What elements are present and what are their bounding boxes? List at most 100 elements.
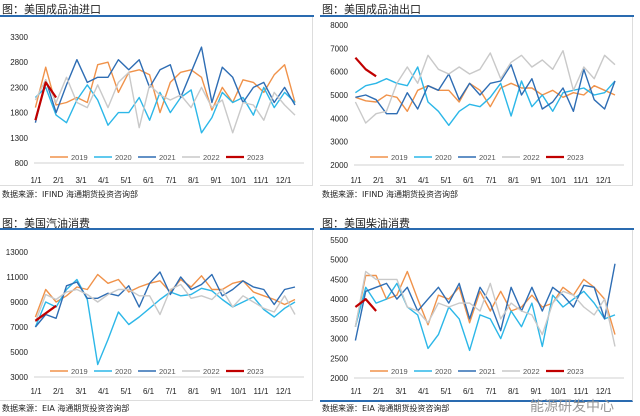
legend-label-2022: 2022 xyxy=(203,153,220,162)
x-tick-label: 12/1 xyxy=(596,176,612,185)
y-tick-label: 5000 xyxy=(10,348,28,357)
panel-imports: 图：美国成品油进口 800 1300 1800 2300 2800 3300 1/1 2/1 3… xyxy=(0,0,320,205)
legend-label-2020: 2020 xyxy=(435,153,452,162)
x-tick-label: 1/1 xyxy=(350,176,362,185)
series-line-2019 xyxy=(34,273,296,318)
title-rule xyxy=(320,228,634,230)
legend-label-2019: 2019 xyxy=(391,367,408,376)
series-line-2023 xyxy=(34,81,58,121)
series-line-2023 xyxy=(34,304,57,322)
y-tick-label: 2000 xyxy=(330,374,348,383)
series-line-2020 xyxy=(34,278,296,366)
y-tick-label: 5000 xyxy=(330,256,348,265)
x-tick-label: 10/1 xyxy=(231,176,247,185)
legend-label-2021: 2021 xyxy=(159,367,176,376)
series-line-2022 xyxy=(354,270,616,347)
series-line-2023 xyxy=(354,297,377,312)
legend-label-2019: 2019 xyxy=(391,153,408,162)
x-tick-label: 11/1 xyxy=(574,387,590,396)
x-tick-label: 8/1 xyxy=(188,176,200,185)
x-tick-label: 1/1 xyxy=(350,387,362,396)
legend-label-2020: 2020 xyxy=(115,153,132,162)
x-tick-label: 2/1 xyxy=(53,176,65,185)
legend-label-2020: 2020 xyxy=(435,367,452,376)
x-tick-label: 1/1 xyxy=(30,176,42,185)
x-tick-label: 2/1 xyxy=(53,387,65,396)
x-tick-label: 4/1 xyxy=(98,387,110,396)
x-tick-label: 3/1 xyxy=(75,387,87,396)
series-line-2021 xyxy=(355,63,616,115)
x-tick-label: 8/1 xyxy=(188,387,200,396)
legend-label-2021: 2021 xyxy=(479,367,496,376)
x-tick-label: 7/1 xyxy=(485,176,497,185)
x-tick-label: 1/1 xyxy=(30,387,42,396)
y-tick-label: 2800 xyxy=(10,58,28,67)
y-tick-label: 3000 xyxy=(330,335,348,344)
x-tick-label: 11/1 xyxy=(254,387,270,396)
x-tick-label: 5/1 xyxy=(440,176,452,185)
x-tick-label: 4/1 xyxy=(418,387,430,396)
y-tick-label: 7000 xyxy=(10,323,28,332)
series-line-2022 xyxy=(34,283,296,323)
legend-label-2023: 2023 xyxy=(567,367,584,376)
chart-exports: 2000 3000 4000 5000 6000 7000 8000 1/1 2/1 3/1 4/1… xyxy=(330,21,624,185)
panel-diesel: 图：美国柴油消费 2000 2500 3000 3500 4000 4500 5000 550… xyxy=(320,205,640,416)
x-tick-label: 12/1 xyxy=(276,387,292,396)
chart-title: 图：美国成品油出口 xyxy=(322,3,421,16)
chart-frame xyxy=(320,230,633,402)
y-tick-label: 5500 xyxy=(330,236,348,245)
x-tick-label: 10/1 xyxy=(231,387,247,396)
legend-label-2020: 2020 xyxy=(115,367,132,376)
source-note: 数据来源：IFIND 海通期货投资咨询部 xyxy=(322,190,459,199)
chart-title: 图：美国柴油消费 xyxy=(322,217,410,230)
x-tick-label: 4/1 xyxy=(98,176,110,185)
y-tick-label: 1300 xyxy=(10,134,28,143)
x-tick-label: 12/1 xyxy=(276,176,292,185)
y-tick-label: 6000 xyxy=(330,68,348,77)
y-tick-label: 5000 xyxy=(330,91,348,100)
panel-gasoline: 图：美国汽油消费 3000 5000 7000 9000 11000 13000 1/1 2/… xyxy=(0,205,320,416)
x-tick-label: 2/1 xyxy=(373,387,385,396)
x-tick-label: 4/1 xyxy=(418,176,430,185)
x-tick-label: 10/1 xyxy=(551,387,567,396)
chart-frame xyxy=(0,17,313,186)
series-line-2021 xyxy=(34,271,296,328)
legend-label-2019: 2019 xyxy=(71,367,88,376)
series-line-2021 xyxy=(34,46,296,123)
y-tick-label: 800 xyxy=(15,159,29,168)
chart-title: 图：美国汽油消费 xyxy=(2,217,90,230)
source-note: 数据来源：EIA 海通期货投资咨询部 xyxy=(2,404,130,413)
source-note: 数据来源：EIA 海通期货投资咨询部 xyxy=(322,404,450,413)
y-tick-label: 13000 xyxy=(6,248,29,257)
x-tick-label: 12/1 xyxy=(596,387,612,396)
series-line-2020 xyxy=(354,282,616,352)
x-tick-label: 5/1 xyxy=(440,387,452,396)
legend-label-2021: 2021 xyxy=(479,153,496,162)
legend-label-2021: 2021 xyxy=(159,153,176,162)
chart-title: 图：美国成品油进口 xyxy=(2,3,101,16)
title-rule xyxy=(0,228,314,230)
x-tick-label: 6/1 xyxy=(463,176,475,185)
y-tick-label: 7000 xyxy=(330,44,348,53)
x-tick-label: 6/1 xyxy=(463,387,475,396)
y-tick-label: 3300 xyxy=(10,33,28,42)
series-line-2023 xyxy=(354,56,377,78)
x-tick-label: 2/1 xyxy=(373,176,385,185)
y-tick-label: 4000 xyxy=(330,295,348,304)
y-tick-label: 2300 xyxy=(10,83,28,92)
y-tick-label: 2000 xyxy=(330,161,348,170)
legend-label-2023: 2023 xyxy=(247,153,264,162)
title-rule xyxy=(0,15,314,17)
x-tick-label: 11/1 xyxy=(574,176,590,185)
chart-frame xyxy=(320,17,633,186)
legend-label-2022: 2022 xyxy=(203,367,220,376)
x-tick-label: 6/1 xyxy=(143,387,155,396)
source-note: 数据来源：IFIND 海通期货投资咨询部 xyxy=(2,190,139,199)
x-tick-label: 8/1 xyxy=(508,176,520,185)
y-tick-label: 4500 xyxy=(330,275,348,284)
y-tick-label: 3000 xyxy=(10,373,28,382)
x-tick-label: 9/1 xyxy=(210,176,222,185)
x-tick-label: 5/1 xyxy=(120,176,132,185)
series-line-2022 xyxy=(34,71,296,134)
x-tick-label: 3/1 xyxy=(75,176,87,185)
